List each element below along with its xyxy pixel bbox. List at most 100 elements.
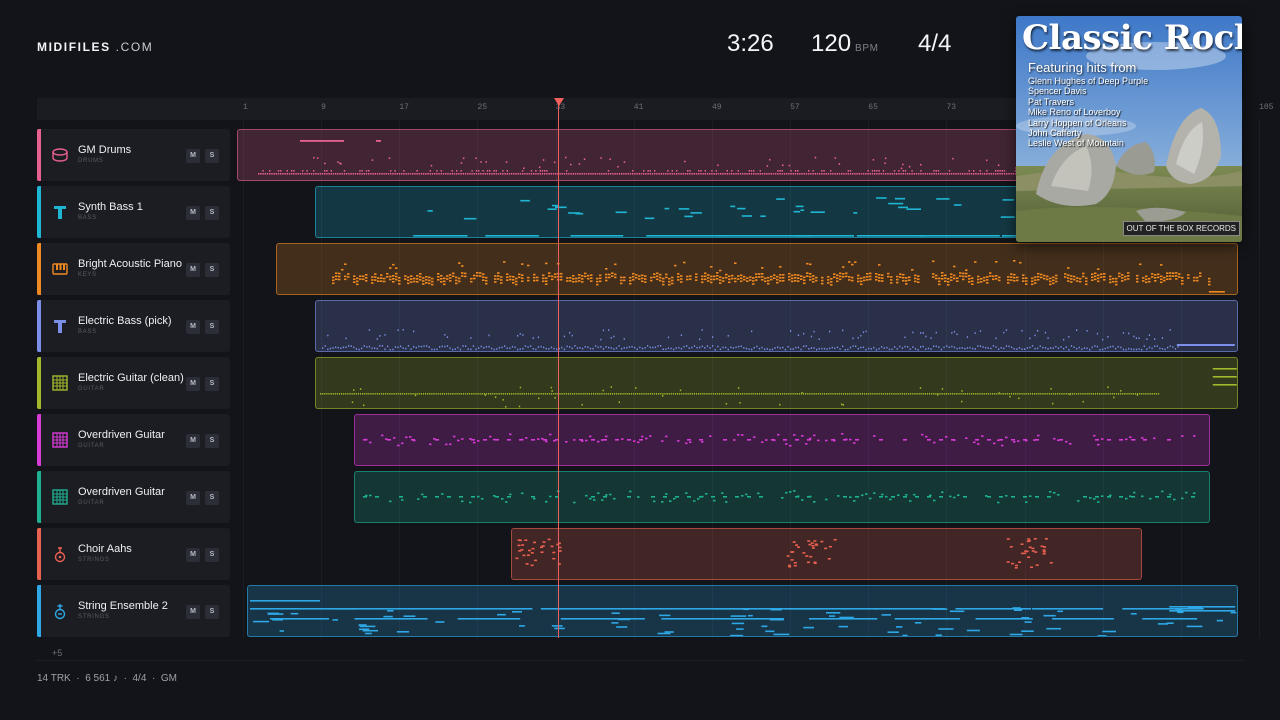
track-header[interactable]: Electric Bass (pick) BASS M S: [37, 300, 230, 352]
track-header[interactable]: String Ensemble 2 STRINGS M S: [37, 585, 230, 637]
midi-clip[interactable]: [354, 414, 1211, 466]
cover-artist-name: Spencer Davis: [1028, 86, 1087, 97]
note-roll: [320, 368, 1237, 408]
track-category: STRINGS: [78, 614, 110, 620]
note-roll: [322, 329, 1235, 351]
track-color-bar: [37, 243, 41, 295]
ruler-bar-label: 73: [946, 103, 957, 112]
guitar-icon: [51, 488, 69, 506]
bass-icon: [51, 317, 69, 335]
solo-button[interactable]: S: [205, 149, 219, 163]
separator: ·: [123, 673, 127, 684]
note-roll: [363, 433, 1196, 447]
track-name: GM Drums: [78, 144, 132, 156]
track-count: 14 TRK: [37, 673, 71, 684]
note-roll: [363, 490, 1196, 504]
solo-button[interactable]: S: [205, 605, 219, 619]
note-roll: [249, 600, 1237, 636]
midi-clip[interactable]: [315, 357, 1238, 409]
track-name: Electric Bass (pick): [78, 315, 172, 327]
footer-divider: [37, 660, 1243, 661]
track-name: Electric Guitar (clean): [78, 372, 184, 384]
track-category: GUITAR: [78, 443, 105, 449]
solo-button[interactable]: S: [205, 377, 219, 391]
track-header[interactable]: Choir Aahs STRINGS M S: [37, 528, 230, 580]
bar-gridline: [321, 120, 323, 638]
mute-button[interactable]: M: [186, 320, 200, 334]
track-name: Choir Aahs: [78, 543, 132, 555]
mute-button[interactable]: M: [186, 434, 200, 448]
midi-clip[interactable]: [315, 300, 1238, 352]
ruler-bar-label: 1: [243, 103, 248, 112]
bar-gridline: [711, 120, 713, 638]
track-category: KEYS: [78, 272, 97, 278]
tempo-unit: BPM: [855, 43, 879, 54]
solo-button[interactable]: S: [205, 491, 219, 505]
logo-bold-text: MIDIFILES: [37, 40, 111, 54]
cover-artist-name: Larry Hoppen of Orleans: [1028, 117, 1127, 128]
solo-button[interactable]: S: [205, 434, 219, 448]
cover-title: Classic Rocks: [1022, 18, 1242, 58]
track-color-bar: [37, 357, 41, 409]
track-header[interactable]: Overdriven Guitar GUITAR M S: [37, 471, 230, 523]
mute-button[interactable]: M: [186, 149, 200, 163]
separator: ·: [151, 673, 156, 684]
track-category: GUITAR: [78, 500, 105, 506]
track-name: Overdriven Guitar: [78, 486, 165, 498]
mute-button[interactable]: M: [186, 263, 200, 277]
track-category: DRUMS: [78, 158, 104, 164]
ruler-bar-label: 65: [868, 103, 878, 112]
midi-clip[interactable]: [276, 243, 1238, 295]
cover-artist-name: Mike Reno of Loverboy: [1028, 107, 1121, 118]
solo-button[interactable]: S: [205, 320, 219, 334]
note-roll: [514, 538, 1053, 569]
ruler-bar-label: 41: [633, 103, 644, 112]
bar-gridline: [790, 120, 792, 638]
solo-button[interactable]: S: [205, 263, 219, 277]
track-name: Overdriven Guitar: [78, 429, 165, 441]
track-category: GUITAR: [78, 386, 105, 392]
ruler-bar-label: 25: [477, 103, 488, 112]
cover-artist-name: Pat Travers: [1028, 96, 1075, 107]
bar-gridline: [243, 120, 244, 638]
mute-button[interactable]: M: [186, 206, 200, 220]
ruler-bar-label: 17: [399, 103, 409, 112]
mute-button[interactable]: M: [186, 491, 200, 505]
guitar-icon: [51, 431, 69, 449]
playhead[interactable]: [558, 104, 559, 638]
track-category: BASS: [78, 329, 97, 335]
track-header[interactable]: Bright Acoustic Piano KEYS M S: [37, 243, 230, 295]
ruler-bar-label: 57: [790, 103, 800, 112]
track-header[interactable]: Overdriven Guitar GUITAR M S: [37, 414, 230, 466]
solo-button[interactable]: S: [205, 548, 219, 562]
footer-time-signature: 4/4: [132, 673, 147, 684]
ruler-bar-label: 33: [555, 103, 566, 112]
more-tracks-indicator[interactable]: +5: [52, 648, 63, 658]
track-header[interactable]: GM Drums DRUMS M S: [37, 129, 230, 181]
mute-button[interactable]: M: [186, 377, 200, 391]
solo-button[interactable]: S: [205, 206, 219, 220]
note-count: 6 561 ♪: [85, 673, 119, 684]
tempo-readout: 120 BPM: [811, 30, 879, 58]
bar-gridline: [399, 120, 401, 638]
bar-gridline: [477, 120, 479, 638]
track-color-bar: [37, 300, 41, 352]
logo-domain-text: .COM: [110, 40, 154, 54]
bar-gridline: [555, 120, 557, 638]
track-header[interactable]: Synth Bass 1 BASS M S: [37, 186, 230, 238]
footer-stats: 14 TRK · 6 561 ♪ · 4/4 · GM: [37, 673, 177, 684]
playhead-handle[interactable]: [554, 98, 564, 106]
track-color-bar: [37, 471, 41, 523]
ruler-bar-label: 105: [1259, 103, 1274, 112]
choir-icon: [51, 545, 69, 563]
midi-clip[interactable]: [510, 528, 1142, 580]
mute-button[interactable]: M: [186, 548, 200, 562]
mute-button[interactable]: M: [186, 605, 200, 619]
bar-gridline: [868, 120, 870, 638]
midi-clip[interactable]: [246, 585, 1238, 637]
site-logo[interactable]: MIDIFILES .COM: [37, 40, 153, 54]
bar-gridline: [1102, 120, 1104, 638]
track-name: String Ensemble 2: [78, 600, 168, 612]
track-header[interactable]: Electric Guitar (clean) GUITAR M S: [37, 357, 230, 409]
midi-clip[interactable]: [354, 471, 1211, 523]
